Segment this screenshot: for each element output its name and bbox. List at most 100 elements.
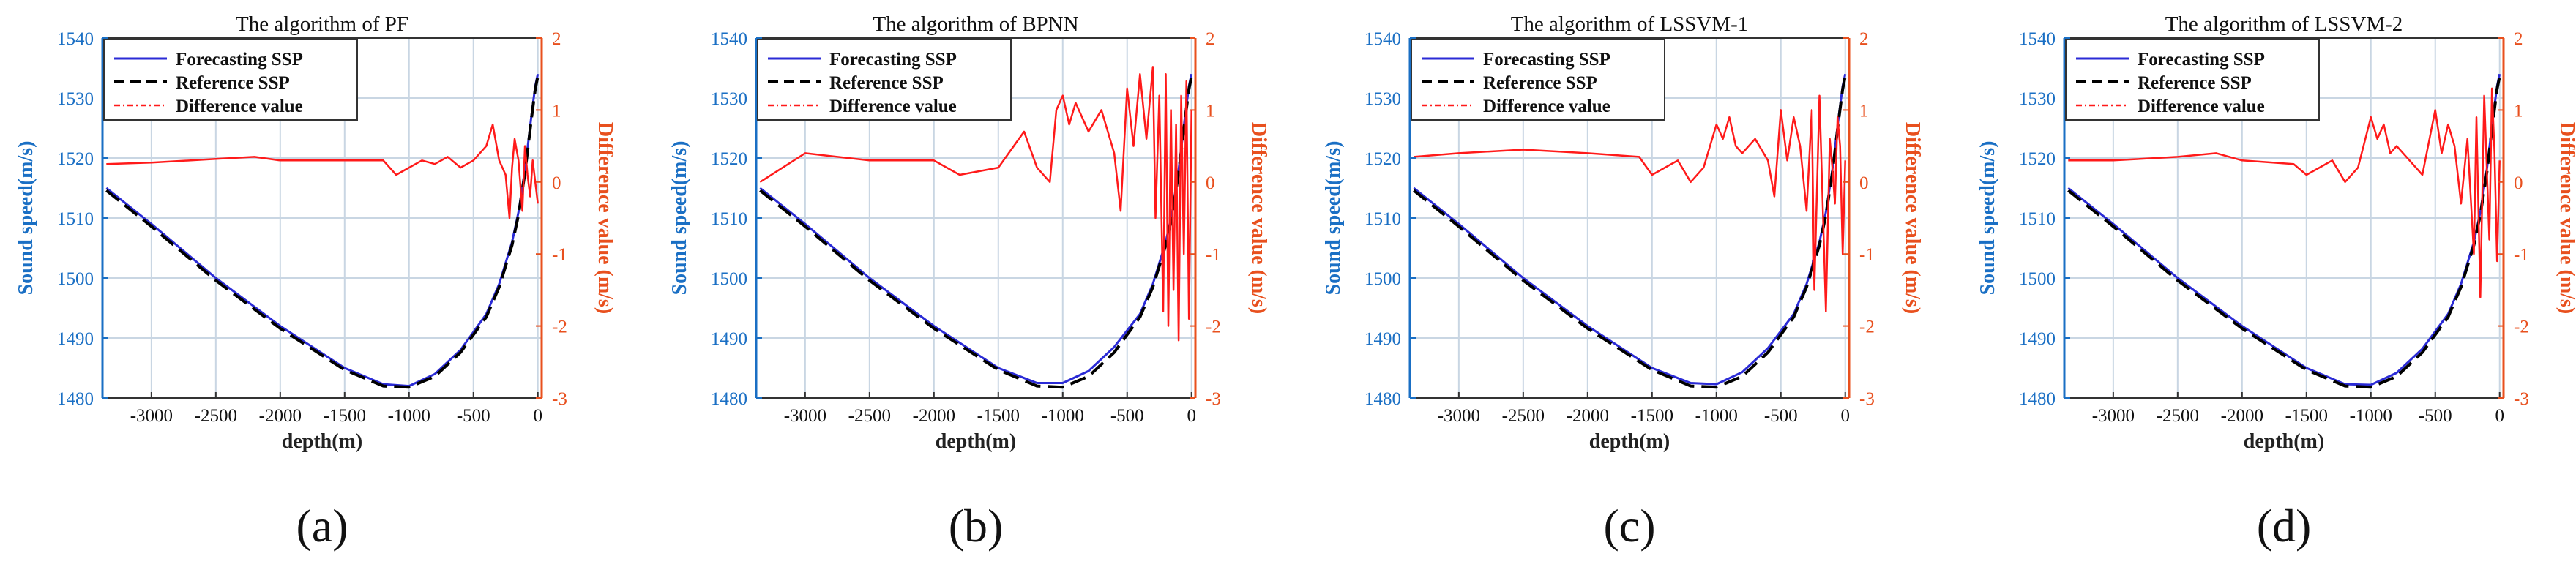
x-tick-label: -1500: [2285, 406, 2328, 426]
y-tick-label: 1540: [57, 29, 94, 49]
y-tick-label: 1500: [57, 269, 94, 289]
x-tick-label: -2500: [848, 406, 891, 426]
x-tick-label: -500: [2419, 406, 2452, 426]
y-axis-label: Sound speed(m/s): [15, 141, 37, 296]
legend-label: Difference value: [2138, 97, 2265, 116]
y2-axis-label: Difference value (m/s): [2556, 122, 2576, 314]
x-tick-label: -2000: [1567, 406, 1609, 426]
x-tick-label: 0: [533, 406, 542, 426]
y2-tick-label: 1: [2514, 101, 2523, 121]
y-tick-label: 1530: [57, 89, 94, 109]
y-tick-label: 1530: [2019, 89, 2056, 109]
y2-tick-label: 0: [552, 173, 561, 193]
panel-label: (d): [2257, 500, 2312, 552]
y-tick-label: 1500: [711, 269, 747, 289]
x-tick-label: -3000: [784, 406, 826, 426]
series-line-difference-value: [2068, 87, 2501, 298]
y2-tick-label: -1: [2514, 245, 2529, 265]
legend-label: Reference SSP: [176, 73, 290, 93]
y-tick-label: 1520: [57, 149, 94, 169]
legend-box: [103, 39, 358, 121]
series-line-reference-ssp: [1413, 76, 1847, 389]
y-tick-label: 1480: [57, 389, 94, 409]
x-axis-label: depth(m): [936, 430, 1016, 453]
series-line-difference-value: [1414, 94, 1846, 313]
x-tick-label: -1500: [1631, 406, 1673, 426]
x-tick-label: -2000: [913, 406, 955, 426]
x-axis-label: depth(m): [1589, 430, 1670, 453]
y2-tick-label: 1: [552, 101, 561, 121]
y2-tick-label: 2: [1206, 29, 1215, 49]
legend-box: [2065, 39, 2320, 121]
y2-tick-label: 1: [1206, 101, 1215, 121]
y2-tick-label: 1: [1859, 101, 1869, 121]
x-tick-label: -1000: [2350, 406, 2392, 426]
y2-tick-label: -3: [1206, 389, 1221, 409]
y2-tick-label: -3: [2514, 389, 2529, 409]
legend-box: [757, 39, 1012, 121]
y-tick-label: 1510: [1364, 209, 1401, 229]
x-tick-label: -3000: [2092, 406, 2135, 426]
x-tick-label: -500: [1110, 406, 1144, 426]
y-tick-label: 1520: [1364, 149, 1401, 169]
x-tick-label: -1500: [324, 406, 366, 426]
x-axis-label: depth(m): [282, 430, 362, 453]
x-tick-label: -2500: [1502, 406, 1545, 426]
x-tick-label: -2500: [2157, 406, 2199, 426]
y-tick-label: 1530: [711, 89, 747, 109]
series-line-difference-value: [759, 66, 1192, 342]
chart-panel-a: -3000 -2500 -2000 -1500 -1000 -500 0 1480 1490 15…: [15, 12, 616, 552]
y2-axis-label: Difference value (m/s): [1247, 122, 1270, 314]
y-tick-label: 1490: [711, 329, 747, 349]
legend-label: Reference SSP: [829, 73, 944, 93]
series-line-reference-ssp: [2067, 76, 2501, 389]
y2-tick-label: 2: [1859, 29, 1869, 49]
y-tick-label: 1480: [711, 389, 747, 409]
y-tick-label: 1540: [2019, 29, 2056, 49]
legend-label: Forecasting SSP: [176, 50, 303, 70]
y2-tick-label: 2: [552, 29, 561, 49]
y-tick-label: 1490: [1364, 329, 1401, 349]
y-tick-label: 1540: [711, 29, 747, 49]
x-tick-label: -2000: [2221, 406, 2263, 426]
x-tick-label: -500: [457, 406, 490, 426]
x-tick-label: -500: [1764, 406, 1798, 426]
y2-axis-label: Difference value (m/s): [1901, 122, 1924, 314]
chart-title: The algorithm of BPNN: [873, 12, 1078, 36]
x-tick-label: -1000: [388, 406, 430, 426]
y2-tick-label: 0: [1859, 173, 1869, 193]
y2-tick-label: -1: [1859, 245, 1875, 265]
y-tick-label: 1520: [2019, 149, 2056, 169]
y2-tick-label: 2: [2514, 29, 2523, 49]
legend-label: Reference SSP: [1483, 73, 1597, 93]
panel-label: (a): [296, 500, 348, 552]
y2-tick-label: -2: [1859, 318, 1875, 337]
legend-label: Difference value: [829, 97, 957, 116]
x-tick-label: -1000: [1042, 406, 1084, 426]
legend-box: [1411, 39, 1665, 121]
y2-tick-label: -2: [552, 318, 567, 337]
legend-label: Forecasting SSP: [829, 50, 957, 70]
x-tick-label: -1000: [1695, 406, 1738, 426]
y-tick-label: 1540: [1364, 29, 1401, 49]
y2-tick-label: -3: [552, 389, 567, 409]
x-tick-label: 0: [1840, 406, 1850, 426]
x-axis-label: depth(m): [2244, 430, 2324, 453]
y-tick-label: 1510: [57, 209, 94, 229]
y2-tick-label: 0: [2514, 173, 2523, 193]
y-tick-label: 1480: [2019, 389, 2056, 409]
series-line-reference-ssp: [105, 76, 540, 389]
y-tick-label: 1480: [1364, 389, 1401, 409]
legend-label: Difference value: [176, 97, 303, 116]
y2-tick-label: 0: [1206, 173, 1215, 193]
legend-label: Difference value: [1483, 97, 1610, 116]
y-axis-label: Sound speed(m/s): [1976, 141, 1999, 296]
y-tick-label: 1510: [711, 209, 747, 229]
y-tick-label: 1500: [2019, 269, 2056, 289]
y2-tick-label: -1: [1206, 245, 1221, 265]
x-tick-label: 0: [2495, 406, 2504, 426]
legend-label: Forecasting SSP: [2138, 50, 2265, 70]
y-axis-label: Sound speed(m/s): [1322, 141, 1345, 296]
y-tick-label: 1500: [1364, 269, 1401, 289]
